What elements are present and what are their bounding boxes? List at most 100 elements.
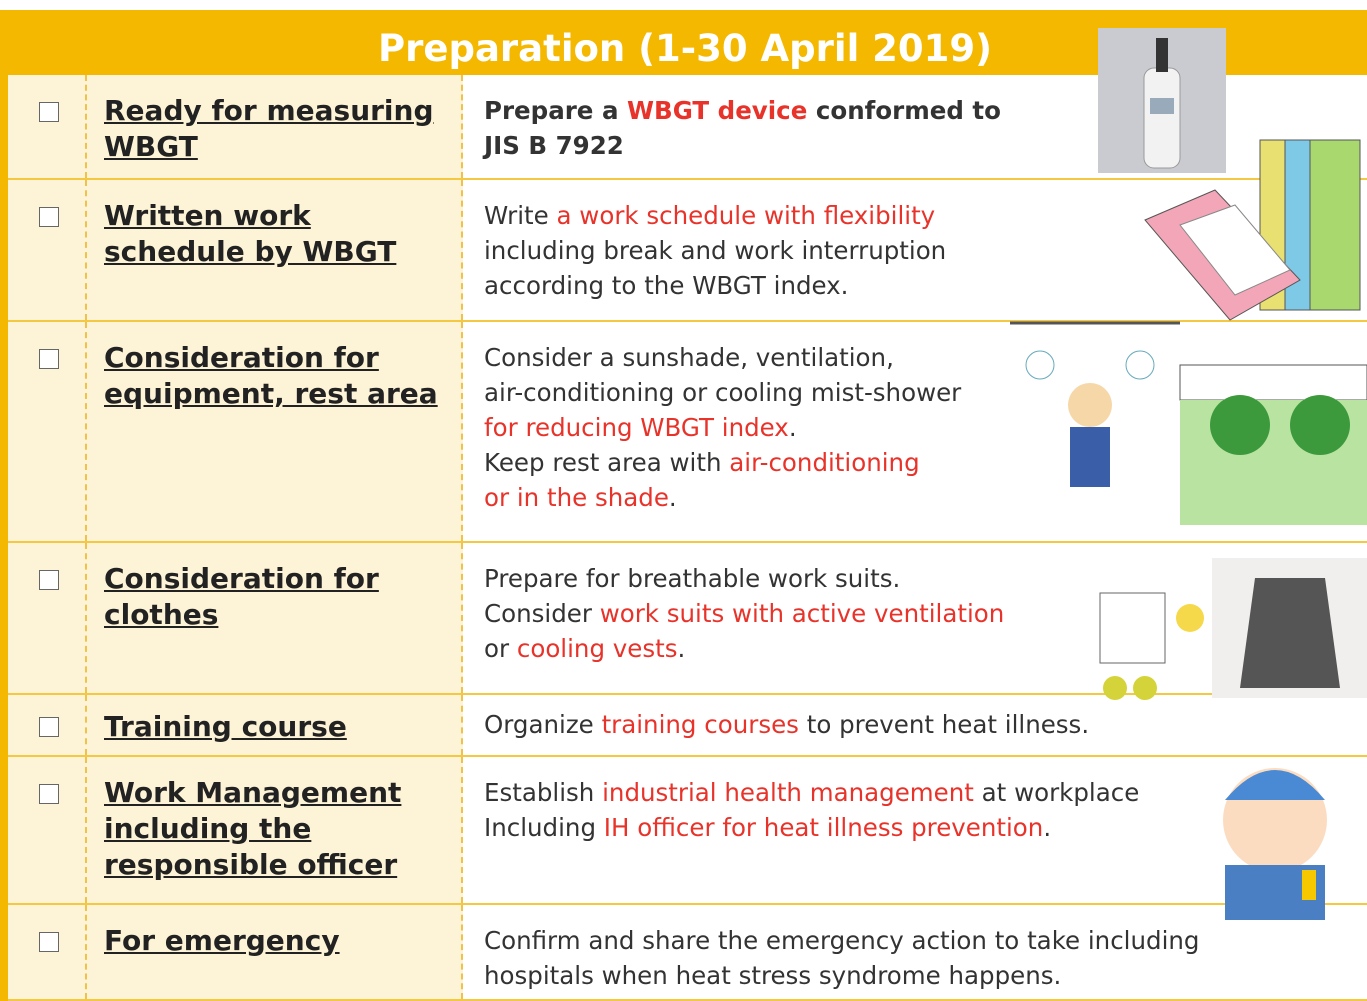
- item-cell: Written work schedule by WBGT: [87, 180, 463, 320]
- checkbox[interactable]: [39, 570, 59, 590]
- description-line: or cooling vests.: [484, 631, 1367, 666]
- text: Consider a sunshade, ventilation,: [484, 343, 894, 372]
- description-line: hospitals when heat stress syndrome happ…: [484, 958, 1367, 993]
- description-line: Consider work suits with active ventilat…: [484, 596, 1367, 631]
- description-line: or in the shade.: [484, 480, 1367, 515]
- text: air-conditioning or cooling mist-shower: [484, 378, 962, 407]
- binder-illustration: [1144, 139, 1361, 321]
- text: Write: [484, 201, 557, 230]
- row: Consideration for clothes Prepare for bre…: [8, 543, 1367, 695]
- checkbox-cell: [8, 757, 87, 903]
- description: Write a work schedule with flexibility in…: [484, 180, 1367, 303]
- description: Prepare a WBGT device conformed to JIS B …: [484, 75, 1367, 163]
- text: .: [677, 634, 686, 663]
- text: .: [668, 483, 677, 512]
- border: [0, 10, 8, 1001]
- text: .: [788, 413, 797, 442]
- description-line: for reducing WBGT index.: [484, 410, 1367, 445]
- text: at workplace: [973, 778, 1140, 807]
- description-line: Organize training courses to prevent hea…: [484, 707, 1367, 742]
- highlight-text: cooling vests: [516, 634, 678, 663]
- text: or: [484, 634, 517, 663]
- description-line: Prepare a WBGT device conformed to: [484, 93, 1367, 128]
- checkbox-cell: [8, 695, 87, 755]
- description-line: Consider a sunshade, ventilation,: [484, 340, 1367, 375]
- description: Prepare for breathable work suits. Consid…: [484, 543, 1367, 666]
- description-line: including break and work interruption: [484, 233, 1367, 268]
- text: Keep rest area with: [484, 448, 730, 477]
- text: Establish: [484, 778, 603, 807]
- checkbox-cell: [8, 322, 87, 541]
- item-label: Ready for measuring WBGT: [104, 94, 434, 163]
- checklist: Ready for measuring WBGT Prepare a WBGT d…: [8, 75, 1367, 1001]
- checkbox-cell: [8, 543, 87, 693]
- item-cell: For emergency: [87, 905, 463, 999]
- highlight-text: or in the shade: [484, 483, 669, 512]
- item-cell: Consideration for clothes: [87, 543, 463, 693]
- checkbox[interactable]: [39, 784, 59, 804]
- checkbox-cell: [8, 180, 87, 320]
- highlight-text: air-conditioning: [729, 448, 920, 477]
- checkbox[interactable]: [39, 717, 59, 737]
- wbgt-device-photo: [1098, 28, 1226, 173]
- checkbox-cell: [8, 905, 87, 999]
- text: Confirm and share the emergency action t…: [484, 926, 1200, 955]
- checkbox[interactable]: [39, 349, 59, 369]
- description-line: Keep rest area with air-conditioning: [484, 445, 1367, 480]
- description: Consider a sunshade, ventilation, air-con…: [484, 322, 1367, 515]
- description-line: Establish industrial health management a…: [484, 775, 1367, 810]
- description-line: Including IH officer for heat illness pr…: [484, 810, 1367, 845]
- checkbox[interactable]: [39, 102, 59, 122]
- text: hospitals when heat stress syndrome happ…: [484, 961, 1062, 990]
- description-line: Confirm and share the emergency action t…: [484, 923, 1367, 958]
- highlight-text: for reducing WBGT index: [484, 413, 789, 442]
- text: Consider: [484, 599, 600, 628]
- row: Consideration for equipment, rest area Co…: [8, 322, 1367, 543]
- text: Prepare a: [484, 96, 628, 125]
- description-line: JIS B 7922: [484, 128, 1367, 163]
- highlight-text: IH officer for heat illness prevention: [603, 813, 1044, 842]
- checkbox[interactable]: [39, 932, 59, 952]
- item-cell: Consideration for equipment, rest area: [87, 322, 463, 541]
- description: Confirm and share the emergency action t…: [484, 905, 1367, 993]
- description-line: Write a work schedule with flexibility: [484, 198, 1367, 233]
- text: Prepare for breathable work suits.: [484, 564, 901, 593]
- description: Organize training courses to prevent hea…: [484, 695, 1367, 742]
- text: including break and work interruption: [484, 236, 947, 265]
- item-cell: Training course: [87, 695, 463, 755]
- checkbox-cell: [8, 75, 87, 178]
- description-line: Prepare for breathable work suits.: [484, 561, 1367, 596]
- officer-illustration: [1223, 768, 1327, 920]
- item-cell: Ready for measuring WBGT: [87, 75, 463, 178]
- item-label: Consideration for equipment, rest area: [104, 341, 438, 410]
- highlight-text: industrial health management: [602, 778, 974, 807]
- highlight-text: WBGT device: [627, 96, 808, 125]
- row: Ready for measuring WBGT Prepare a WBGT d…: [8, 75, 1367, 180]
- text: conformed to: [807, 96, 1001, 125]
- text: JIS B 7922: [484, 131, 624, 160]
- item-label: Training course: [104, 710, 347, 743]
- item-label: Consideration for clothes: [104, 562, 379, 631]
- clothing-illustration: [1099, 558, 1367, 700]
- text: according to the WBGT index.: [484, 271, 849, 300]
- description-line: air-conditioning or cooling mist-shower: [484, 375, 1367, 410]
- item-label: For emergency: [104, 924, 340, 957]
- item-label: Written work schedule by WBGT: [104, 199, 397, 268]
- text: Including: [484, 813, 604, 842]
- item-cell: Work Management including the responsibl…: [87, 757, 463, 903]
- highlight-text: a work schedule with flexibility: [556, 201, 936, 230]
- text: to prevent heat illness.: [798, 710, 1090, 739]
- row: Work Management including the responsibl…: [8, 757, 1367, 905]
- row: For emergency Confirm and share the emerg…: [8, 905, 1367, 1001]
- text: Organize: [484, 710, 602, 739]
- checkbox[interactable]: [39, 207, 59, 227]
- row: Written work schedule by WBGT Write a wor…: [8, 180, 1367, 322]
- description-line: according to the WBGT index.: [484, 268, 1367, 303]
- description: Establish industrial health management a…: [484, 757, 1367, 845]
- text: .: [1043, 813, 1052, 842]
- item-label: Work Management including the responsibl…: [104, 776, 402, 881]
- highlight-text: work suits with active ventilation: [599, 599, 1005, 628]
- highlight-text: training courses: [601, 710, 799, 739]
- row: Training course Organize training courses…: [8, 695, 1367, 757]
